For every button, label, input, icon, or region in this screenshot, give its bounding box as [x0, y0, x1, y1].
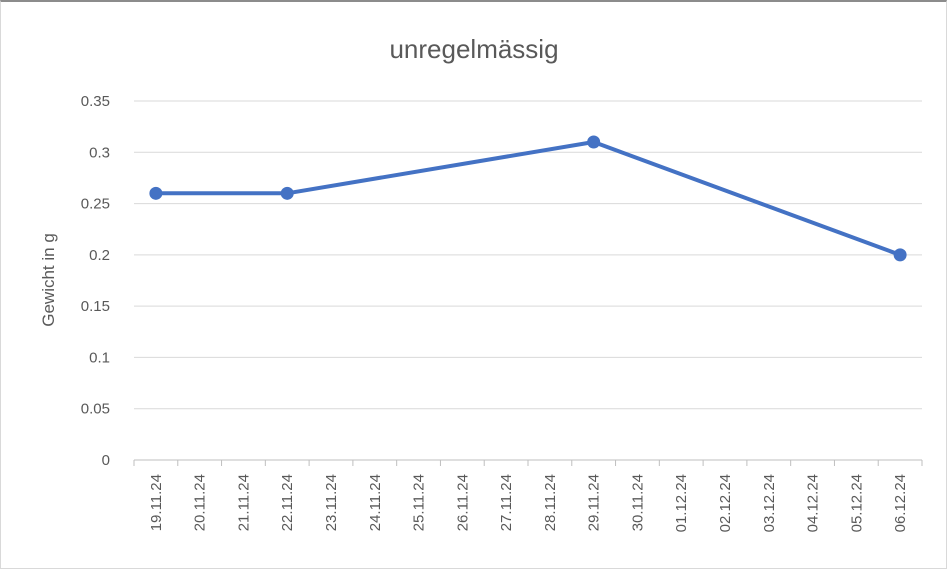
y-tick-label: 0.25	[81, 196, 110, 213]
series-group	[149, 135, 907, 262]
y-tick-label: 0.15	[81, 298, 110, 315]
y-axis-label: Gewicht in g	[39, 233, 58, 327]
x-tick-label: 02.12.24	[717, 474, 734, 532]
x-tick-label: 19.11.24	[148, 474, 165, 531]
y-tick-label: 0.2	[89, 247, 110, 264]
x-tick-label: 23.11.24	[323, 474, 340, 531]
y-tick-label: 0.35	[81, 93, 110, 110]
x-tick-label: 28.11.24	[542, 474, 559, 531]
x-tick-label: 30.11.24	[629, 474, 646, 531]
y-tick-label: 0.3	[89, 144, 110, 161]
x-tick-label: 01.12.24	[673, 474, 690, 532]
x-tick-label: 29.11.24	[586, 474, 603, 531]
y-tick-label: 0.05	[81, 401, 110, 418]
x-tick-label: 21.11.24	[235, 474, 252, 531]
x-tick-label: 05.12.24	[848, 474, 865, 532]
x-tick-label: 24.11.24	[367, 474, 384, 531]
x-axis	[133, 459, 923, 466]
data-point	[587, 135, 601, 149]
x-tick-label: 20.11.24	[192, 474, 209, 531]
y-tick-label: 0	[102, 452, 110, 469]
data-point	[149, 186, 163, 200]
x-tick-label: 04.12.24	[805, 474, 822, 532]
x-tick-label: 26.11.24	[454, 474, 471, 531]
y-tick-labels: 0 0.05 0.1 0.15 0.2 0.25 0.3 0.35	[81, 93, 110, 469]
data-point	[893, 248, 907, 262]
x-tick-label: 25.11.24	[411, 474, 428, 531]
x-tick-labels: 19.11.24 20.11.24 21.11.24 22.11.24 23.11.24…	[148, 474, 909, 532]
x-tick-label: 06.12.24	[892, 474, 909, 532]
y-tick-label: 0.1	[89, 349, 110, 366]
x-tick-label: 22.11.24	[279, 474, 296, 531]
gridlines	[134, 100, 922, 410]
x-tick-label: 27.11.24	[498, 474, 515, 531]
x-tick-label: 03.12.24	[761, 474, 778, 532]
chart-title: unregelmässig	[389, 34, 558, 64]
data-point	[280, 186, 294, 200]
series-line	[155, 140, 901, 257]
